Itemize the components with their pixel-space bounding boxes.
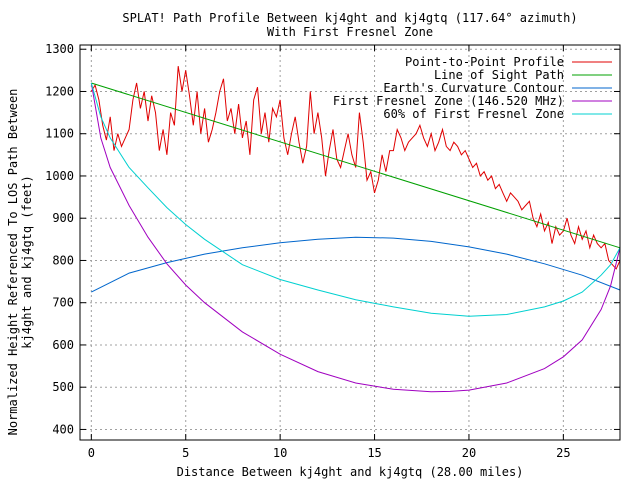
x-tick-label: 25 [556, 446, 570, 460]
x-axis-ticks: 0 5 10 15 20 25 [88, 45, 571, 460]
series-line-3 [91, 236, 621, 293]
plot-frame [79, 44, 621, 441]
grid-lines [80, 45, 620, 440]
chart-subtitle: With First Fresnel Zone [267, 25, 433, 39]
series-line-4 [90, 82, 621, 393]
x-tick-label: 20 [462, 446, 476, 460]
series-line-5 [90, 82, 621, 317]
x-tick-label: 10 [273, 446, 287, 460]
y-tick-label: 1100 [45, 127, 74, 141]
y-axis-label-line2: kj4ght and kj4gtq (feet) [20, 175, 34, 348]
y-tick-label: 900 [52, 211, 74, 225]
y-tick-label: 500 [52, 380, 74, 394]
x-tick-label: 15 [367, 446, 381, 460]
legend-label: 60% of First Fresnel Zone [383, 107, 564, 121]
x-tick-label: 0 [88, 446, 95, 460]
chart-title: SPLAT! Path Profile Between kj4ght and k… [122, 11, 577, 25]
legend-label: Point-to-Point Profile [405, 55, 564, 69]
y-axis-ticks: 400 500 600 700 800 900 1000 1100 1200 1300 [45, 42, 620, 436]
x-tick-label: 5 [182, 446, 189, 460]
series-line-2 [91, 82, 621, 249]
y-tick-label: 1200 [45, 84, 74, 98]
y-tick-label: 1300 [45, 42, 74, 56]
y-tick-label: 1000 [45, 169, 74, 183]
legend-label: First Fresnel Zone (146.520 MHz) [333, 94, 564, 108]
y-tick-label: 700 [52, 296, 74, 310]
legend-label: Line of Sight Path [434, 68, 564, 82]
y-axis-label-line1: Normalized Height Referenced To LOS Path… [6, 89, 20, 436]
legend-label: Earth's Curvature Contour [383, 81, 564, 95]
y-tick-label: 800 [52, 253, 74, 267]
y-tick-label: 600 [52, 338, 74, 352]
x-axis-label: Distance Between kj4ght and kj4gtq (28.0… [177, 465, 524, 479]
series-line-1 [90, 66, 621, 270]
y-tick-label: 400 [52, 422, 74, 436]
series-lines [90, 66, 621, 393]
